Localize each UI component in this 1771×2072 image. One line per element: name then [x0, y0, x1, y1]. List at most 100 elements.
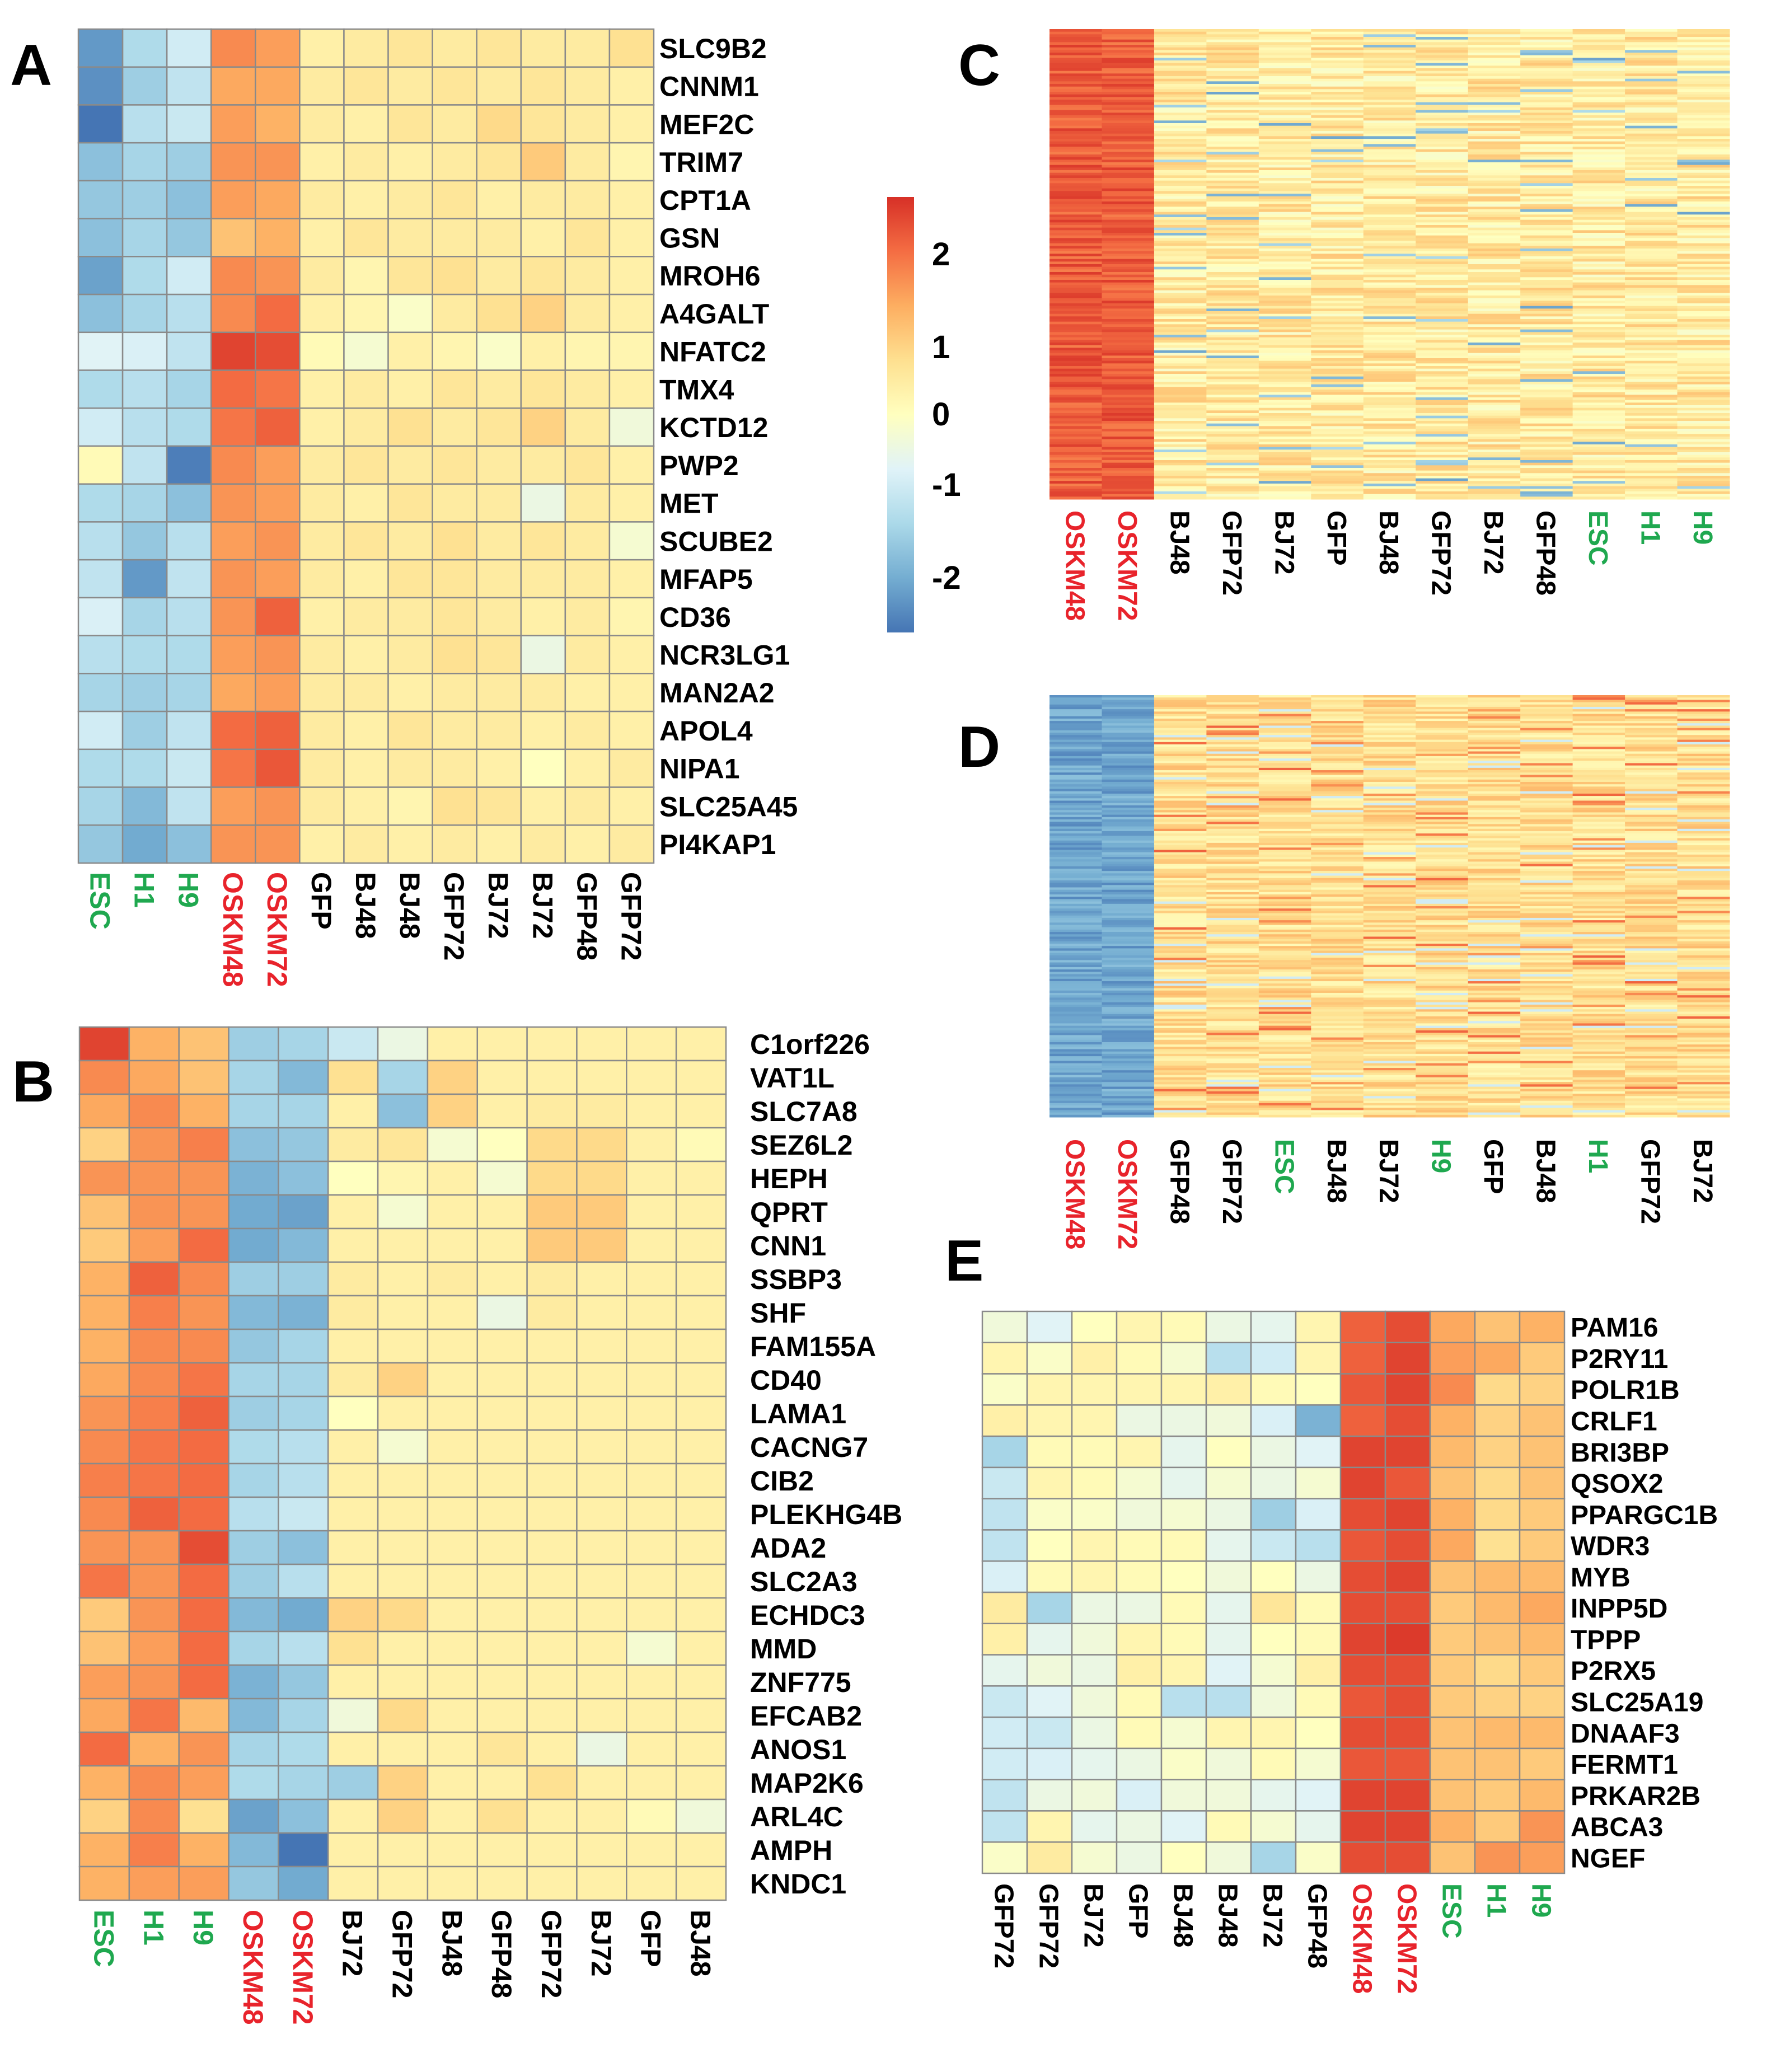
gene-label: MFAP5 [659, 564, 753, 595]
heatmap-cell [1572, 800, 1625, 804]
heatmap-cell [1050, 316, 1102, 320]
heatmap-cell [1468, 84, 1521, 87]
heatmap-cell [1154, 473, 1207, 476]
heatmap-cell [1363, 402, 1416, 406]
heatmap-cell [1311, 1007, 1364, 1010]
heatmap-cell [1050, 293, 1102, 296]
heatmap-cell [1363, 819, 1416, 822]
heatmap-cell [1677, 379, 1730, 382]
heatmap-cell [1677, 789, 1730, 792]
heatmap-cell [520, 142, 566, 182]
heatmap-cell [1258, 491, 1311, 495]
heatmap-cell [1520, 454, 1573, 458]
heatmap-cell [1311, 983, 1364, 986]
heatmap-cell [1416, 180, 1469, 184]
heatmap-cell [1258, 730, 1311, 733]
heatmap-cell [1363, 157, 1416, 160]
heatmap-cell [1520, 1021, 1573, 1024]
heatmap-cell [1206, 266, 1259, 270]
heatmap-cell [299, 824, 345, 864]
heatmap-cell [1363, 831, 1416, 834]
heatmap-cell [1311, 272, 1364, 275]
heatmap-cell [1102, 92, 1155, 95]
heatmap-cell [1154, 296, 1207, 299]
heatmap-cell [476, 521, 522, 561]
heatmap-cell [1311, 133, 1364, 137]
heatmap-cell [166, 369, 212, 409]
heatmap-cell [1572, 165, 1625, 168]
heatmap-cell [1416, 227, 1469, 231]
gene-label: MAN2A2 [659, 677, 775, 709]
heatmap-cell [1258, 329, 1311, 332]
heatmap-cell [1206, 269, 1259, 273]
heatmap-cell [1625, 814, 1678, 818]
heatmap-cell [520, 786, 566, 826]
heatmap-cell [1625, 908, 1678, 911]
heatmap-cell [576, 1731, 627, 1767]
heatmap-cell [1206, 454, 1259, 458]
heatmap-cell [1363, 144, 1416, 147]
heatmap-cell [128, 1731, 180, 1767]
heatmap-cell [1520, 131, 1573, 134]
heatmap-cell [1468, 274, 1521, 278]
heatmap-cell [1416, 444, 1469, 448]
heatmap-cell [1363, 303, 1416, 307]
heatmap-cell [1677, 753, 1730, 757]
heatmap-cell [228, 1798, 279, 1834]
heatmap-cell [1206, 160, 1259, 163]
heatmap-cell [1258, 266, 1311, 270]
heatmap-cell [1572, 911, 1625, 914]
heatmap-cell [564, 445, 611, 485]
heatmap-cell [77, 180, 124, 219]
heatmap-cell [1258, 413, 1311, 416]
heatmap-cell [377, 1530, 429, 1565]
heatmap-cell [1258, 105, 1311, 108]
heatmap-cell [1154, 136, 1207, 139]
heatmap-cell [576, 1093, 627, 1129]
heatmap-cell [1311, 78, 1364, 82]
heatmap-cell [1572, 765, 1625, 768]
heatmap-cell [1520, 154, 1573, 158]
heatmap-cell [1625, 702, 1678, 705]
heatmap-cell [377, 1731, 429, 1767]
heatmap-cell [1050, 261, 1102, 265]
heatmap-cell [1625, 838, 1678, 841]
heatmap-cell [1311, 878, 1364, 881]
heatmap-cell [1625, 716, 1678, 719]
heatmap-cell [1206, 324, 1259, 327]
heatmap-cell [1416, 350, 1469, 354]
heatmap-cell [1154, 58, 1207, 61]
heatmap-cell [1520, 702, 1573, 705]
panel-label-e: E [945, 1229, 983, 1293]
heatmap-cell [1520, 927, 1573, 930]
heatmap-cell [1572, 100, 1625, 103]
heatmap-cell [1102, 824, 1155, 827]
heatmap-cell [1677, 911, 1730, 914]
heatmap-cell [1363, 969, 1416, 972]
heatmap-cell [1311, 100, 1364, 103]
heatmap-cell [1311, 793, 1364, 796]
heatmap-cell [278, 1496, 329, 1532]
heatmap-cell [1363, 439, 1416, 442]
heatmap-cell [1468, 131, 1521, 134]
heatmap-cell [1520, 178, 1573, 181]
heatmap-cell [1102, 476, 1155, 479]
heatmap-cell [1468, 1025, 1521, 1029]
heatmap-cell [1520, 894, 1573, 897]
heatmap-cell [1311, 264, 1364, 268]
heatmap-cell [1102, 462, 1155, 466]
heatmap-cell [1416, 50, 1469, 53]
heatmap-cell [576, 1530, 627, 1565]
heatmap-cell [1520, 390, 1573, 393]
heatmap-cell [1416, 371, 1469, 374]
heatmap-cell [1363, 747, 1416, 749]
heatmap-cell [1520, 251, 1573, 254]
heatmap-cell [178, 1698, 229, 1733]
heatmap-cell [1154, 152, 1207, 155]
heatmap-cell [1258, 212, 1311, 215]
heatmap-cell [1258, 1014, 1311, 1017]
heatmap-cell [1050, 175, 1102, 179]
heatmap-cell [1520, 824, 1573, 827]
heatmap-cell [1468, 906, 1521, 909]
heatmap-cell [1625, 288, 1678, 291]
